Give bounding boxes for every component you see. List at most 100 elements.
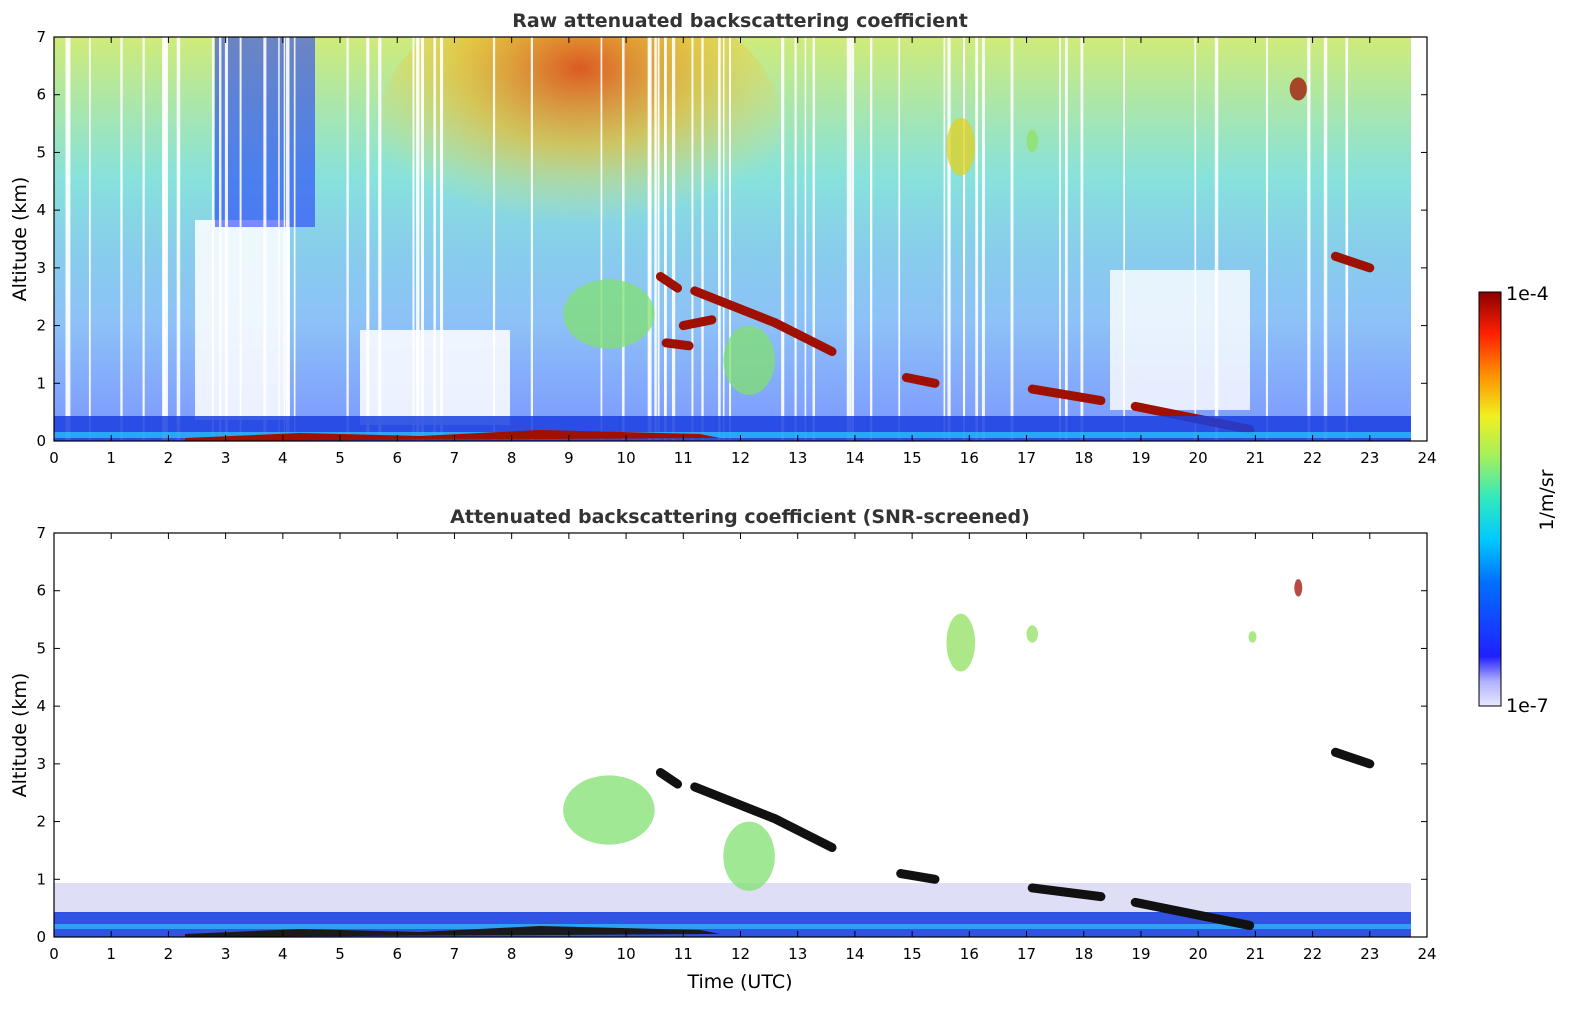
- data-gap-stripe: [1010, 37, 1014, 441]
- x-tick-label: 17: [1017, 945, 1036, 963]
- data-gap-stripe: [65, 37, 68, 441]
- panel-a-clear-region: [1110, 270, 1250, 410]
- data-gap-stripe: [963, 37, 966, 441]
- x-tick-label: 1: [106, 945, 116, 963]
- panel-a-data-gaps: [65, 37, 1349, 441]
- cloud-layer-mark: [655, 768, 683, 789]
- panel-b-y-ticks: 0 1 2 3 4 5 6 7: [36, 524, 1427, 946]
- y-tick-label: 1: [36, 870, 46, 888]
- data-gap-stripe: [947, 37, 951, 441]
- x-tick-label: 8: [507, 945, 517, 963]
- data-gap-stripe: [439, 37, 444, 441]
- x-tick-label: 14: [845, 449, 864, 467]
- x-tick-label: 0: [49, 449, 59, 467]
- x-tick-label: 21: [1246, 945, 1265, 963]
- data-gap-stripe: [600, 37, 603, 441]
- y-tick-label: 2: [36, 317, 46, 335]
- cloud-layer-mark: [901, 373, 940, 388]
- cloud-layer-mark: [1330, 251, 1375, 273]
- data-gap-stripe: [781, 37, 785, 441]
- panel-b-boundary-layer-haze: [54, 883, 1411, 913]
- cloud-layer-mark: [770, 814, 837, 853]
- cirrus-mark: [1026, 129, 1038, 153]
- data-gap-stripe: [654, 37, 657, 441]
- data-gap-stripe: [219, 37, 222, 441]
- y-tick-label: 4: [36, 697, 46, 715]
- x-tick-label: 15: [903, 945, 922, 963]
- data-gap-stripe: [804, 37, 807, 441]
- x-tick-label: 20: [1189, 449, 1208, 467]
- x-tick-label: 20: [1189, 945, 1208, 963]
- data-gap-stripe: [1194, 37, 1197, 441]
- data-gap-stripe: [691, 37, 694, 441]
- panel-b-x-ticks: 0 1 2 3 4 5 6 7 8 9 10 11 12 13 14 15 16 17 18 19 20 21 22 23 24: [49, 533, 1437, 963]
- data-gap-stripe: [729, 37, 732, 441]
- x-tick-label: 8: [507, 449, 517, 467]
- data-gap-stripe: [701, 37, 704, 441]
- data-gap-stripe: [433, 37, 436, 441]
- data-gap-stripe: [664, 37, 667, 441]
- data-gap-stripe: [1307, 37, 1311, 441]
- panel-b-features: [563, 579, 1375, 930]
- panel-b-title: Attenuated backscattering coefficient (S…: [450, 506, 1030, 528]
- data-gap-stripe: [846, 37, 850, 441]
- raw-backscatter-panel: Raw attenuated backscattering coefficien…: [9, 10, 1437, 467]
- y-tick-label: 1: [36, 374, 46, 392]
- panel-b-ground-return: [185, 926, 720, 937]
- panel-a-clear-region: [195, 220, 290, 420]
- panel-a-ground-return: [185, 430, 720, 441]
- cloud-layer-mark: [1130, 897, 1255, 930]
- y-tick-label: 6: [36, 86, 46, 104]
- x-tick-label: 3: [221, 945, 231, 963]
- panel-a-y-label: Altitude (km): [9, 177, 31, 302]
- x-tick-label: 22: [1303, 945, 1322, 963]
- data-gap-stripe: [794, 37, 797, 441]
- y-tick-label: 5: [36, 143, 46, 161]
- cirrus-mark: [946, 613, 976, 672]
- data-gap-stripe: [943, 37, 946, 441]
- x-tick-label: 9: [564, 945, 574, 963]
- data-gap-stripe: [1265, 37, 1268, 441]
- x-tick-label: 0: [49, 945, 59, 963]
- cloud-layer-mark: [1330, 747, 1375, 769]
- data-gap-stripe: [283, 37, 286, 441]
- x-tick-label: 19: [1131, 945, 1150, 963]
- data-gap-stripe: [657, 37, 660, 441]
- x-tick-label: 24: [1417, 945, 1436, 963]
- x-tick-label: 14: [845, 945, 864, 963]
- data-gap-stripe: [278, 37, 280, 441]
- data-gap-stripe: [1064, 37, 1068, 441]
- data-gap-stripe: [176, 37, 181, 441]
- x-tick-label: 19: [1131, 449, 1150, 467]
- data-gap-stripe: [286, 37, 290, 441]
- data-gap-stripe: [981, 37, 985, 441]
- aerosol-plume-mark: [723, 821, 775, 891]
- cloud-layer-mark: [770, 318, 837, 357]
- data-gap-stripe: [621, 37, 625, 441]
- x-tick-label: 7: [450, 449, 460, 467]
- data-gap-stripe: [67, 37, 71, 441]
- data-gap-stripe: [812, 37, 816, 441]
- data-gap-stripe: [378, 37, 382, 441]
- x-tick-label: 11: [674, 449, 693, 467]
- data-gap-stripe: [1080, 37, 1084, 441]
- data-gap-stripe: [1323, 37, 1328, 441]
- data-gap-stripe: [166, 37, 168, 441]
- colorbar: 1e-4 1e-7 1/m/sr: [1478, 283, 1558, 717]
- y-tick-label: 7: [36, 524, 46, 542]
- x-tick-label: 23: [1360, 449, 1379, 467]
- x-tick-label: 16: [960, 449, 979, 467]
- data-gap-stripe: [239, 37, 242, 441]
- data-gap-stripe: [293, 37, 296, 441]
- data-gap-stripe: [648, 37, 652, 441]
- x-tick-label: 6: [392, 449, 402, 467]
- data-gap-stripe: [420, 37, 425, 441]
- panel-a-surface-layer-top: [54, 432, 1411, 438]
- panel-a-features: [563, 77, 1375, 434]
- cirrus-mark: [1289, 77, 1307, 101]
- cloud-layer-mark: [690, 782, 780, 824]
- x-tick-label: 10: [617, 449, 636, 467]
- cirrus-mark: [1294, 579, 1303, 597]
- panel-a-plot-area: [54, 37, 1411, 441]
